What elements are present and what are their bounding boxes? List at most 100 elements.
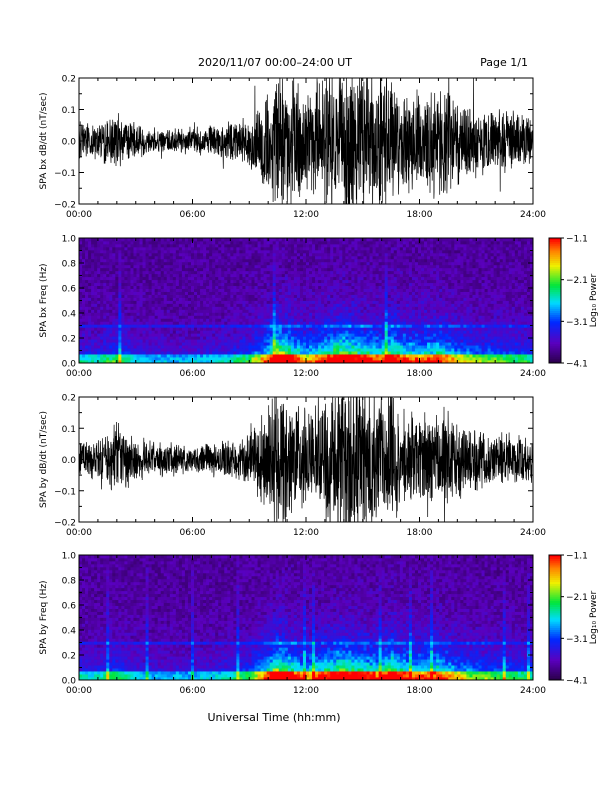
heatmap-cell xyxy=(427,327,431,331)
heatmap-cell xyxy=(200,294,204,298)
heatmap-cell xyxy=(284,312,289,316)
heatmap-cell xyxy=(151,273,156,278)
heatmap-cell xyxy=(127,336,131,340)
heatmap-cell xyxy=(172,303,177,307)
heatmap-cell xyxy=(112,285,116,289)
heatmap-cell xyxy=(133,243,137,248)
heatmap-cell xyxy=(218,348,222,352)
heatmap-cell xyxy=(124,282,128,287)
heatmap-cell xyxy=(378,336,383,340)
heatmap-cell xyxy=(172,354,177,358)
heatmap-cell xyxy=(203,303,207,307)
heatmap-cell xyxy=(260,348,265,352)
heatmap-cell xyxy=(408,354,413,358)
heatmap-cell xyxy=(206,273,210,278)
heatmap-cell xyxy=(239,348,243,352)
heatmap-cell xyxy=(417,345,422,349)
heatmap-cell xyxy=(209,354,213,358)
heatmap-cell xyxy=(351,336,355,340)
heatmap-cell xyxy=(79,333,83,337)
heatmap-cell xyxy=(390,357,395,361)
heatmap-cell xyxy=(166,336,171,340)
heatmap-cell xyxy=(315,312,319,316)
heatmap-cell xyxy=(411,339,416,343)
heatmap-cell xyxy=(293,333,298,337)
heatmap-cell xyxy=(345,255,349,260)
heatmap-cell xyxy=(236,306,240,310)
heatmap-cell xyxy=(309,336,313,340)
heatmap-cell xyxy=(206,238,210,242)
heatmap-cell xyxy=(124,297,128,301)
heatmap-cell xyxy=(181,300,186,304)
heatmap-cell xyxy=(139,258,143,263)
heatmap-cell xyxy=(245,255,249,260)
heatmap-cell xyxy=(85,240,89,245)
heatmap-cell xyxy=(312,300,316,304)
heatmap-cell xyxy=(284,270,289,275)
heatmap-cell xyxy=(324,309,328,313)
heatmap-cell xyxy=(312,288,316,292)
heatmap-cell xyxy=(411,270,416,275)
heatmap-cell xyxy=(299,300,304,304)
heatmap-cell xyxy=(366,285,370,289)
heatmap-cell xyxy=(242,330,246,334)
heatmap-cell xyxy=(284,315,289,319)
heatmap-cell xyxy=(88,267,92,272)
heatmap-cell xyxy=(166,309,171,313)
heatmap-cell xyxy=(299,339,304,343)
heatmap-cell xyxy=(112,264,116,269)
heatmap-cell xyxy=(336,318,340,322)
heatmap-cell xyxy=(269,348,274,352)
heatmap-cell xyxy=(172,345,177,349)
heatmap-cell xyxy=(254,333,258,337)
heatmap-cell xyxy=(175,339,180,343)
heatmap-cell xyxy=(215,246,219,251)
heatmap-cell xyxy=(411,267,416,272)
heatmap-cell xyxy=(187,285,192,289)
heatmap-cell xyxy=(94,243,98,248)
heatmap-cell xyxy=(251,300,255,304)
heatmap-cell xyxy=(396,348,401,352)
heatmap-cell xyxy=(390,318,395,322)
heatmap-cell xyxy=(414,324,419,328)
heatmap-cell xyxy=(263,294,268,298)
heatmap-cell xyxy=(85,345,89,349)
heatmap-cell xyxy=(302,303,307,307)
heatmap-cell xyxy=(154,354,159,358)
heatmap-cell xyxy=(200,354,204,358)
heatmap-cell xyxy=(100,351,104,355)
heatmap-cell xyxy=(405,336,410,340)
heatmap-cell xyxy=(375,282,380,287)
heatmap-cell xyxy=(363,249,367,254)
heatmap-cell xyxy=(312,345,316,349)
heatmap-cell xyxy=(157,249,162,254)
heatmap-cell xyxy=(315,339,319,343)
heatmap-cell xyxy=(212,243,216,248)
heatmap-cell xyxy=(290,267,295,272)
heatmap-cell xyxy=(354,306,358,310)
heatmap-cell xyxy=(239,345,243,349)
heatmap-cell xyxy=(399,240,404,245)
heatmap-cell xyxy=(97,261,101,266)
heatmap-cell xyxy=(251,360,255,363)
heatmap-cell xyxy=(266,273,271,278)
heatmap-cell xyxy=(85,342,89,346)
heatmap-cell xyxy=(296,255,301,260)
heatmap-cell xyxy=(88,330,92,334)
heatmap-cell xyxy=(309,258,313,263)
heatmap-cell xyxy=(203,255,207,260)
heatmap-cell xyxy=(136,261,140,266)
heatmap-cell xyxy=(245,303,249,307)
heatmap-cell xyxy=(79,348,83,352)
heatmap-cell xyxy=(351,285,355,289)
heatmap-cell xyxy=(306,297,310,301)
heatmap-cell xyxy=(275,258,280,263)
heatmap-cell xyxy=(148,345,153,349)
heatmap-cell xyxy=(360,360,364,363)
heatmap-cell xyxy=(290,312,295,316)
heatmap-cell xyxy=(106,252,110,257)
heatmap-cell xyxy=(387,240,392,245)
heatmap-cell xyxy=(166,300,171,304)
heatmap-cell xyxy=(290,246,295,251)
heatmap-cell xyxy=(342,324,346,328)
